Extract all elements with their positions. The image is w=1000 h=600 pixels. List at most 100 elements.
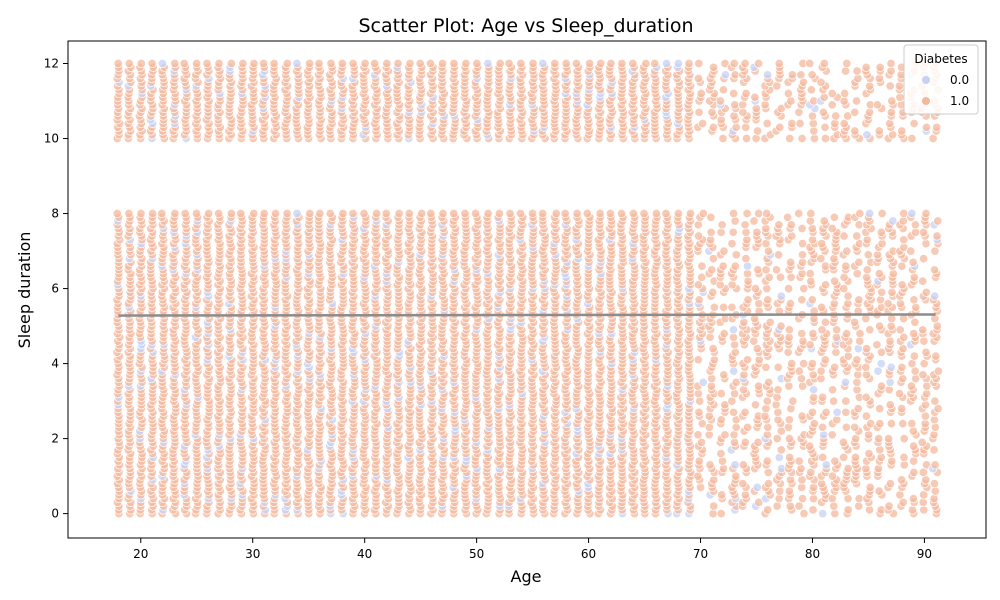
scatter-point-1733 (292, 58, 302, 69)
scatter-point-284 (136, 208, 146, 219)
scatter-point-4466 (595, 208, 605, 219)
scatter-point-386 (148, 208, 158, 219)
scatter-point-4058 (551, 208, 561, 219)
scatter-point-4079 (550, 58, 560, 69)
scatter-point-4772 (628, 208, 638, 219)
scatter-point-80 (112, 208, 122, 219)
scatter-point-2345 (360, 58, 370, 69)
scatter-point-4874 (639, 208, 649, 219)
scatter-point-713 (179, 58, 189, 69)
scatter-point-3671 (504, 58, 514, 69)
scatter-point-590 (170, 208, 180, 219)
scatter-point-488 (157, 208, 167, 219)
scatter-point-4181 (561, 58, 571, 69)
scatter-point-1019 (214, 58, 224, 69)
scatter-point-1325 (249, 58, 259, 69)
scatter-point-509 (157, 58, 167, 69)
scatter-point-3446 (483, 208, 493, 219)
scatter-point-1508 (271, 208, 281, 219)
scatter-point-3038 (438, 208, 448, 219)
scatter-point-3365 (472, 58, 482, 69)
scatter-point-2834 (417, 208, 427, 219)
scatter-point-1121 (226, 58, 236, 69)
scatter-point-1916 (315, 208, 325, 219)
scatter-point-3344 (471, 208, 481, 219)
scatter-point-1202 (236, 208, 246, 219)
chart-title: Scatter Plot: Age vs Sleep_duration (358, 15, 693, 37)
scatter-point-182 (124, 208, 134, 219)
scatter-point-1937 (314, 58, 324, 69)
scatter-point-1712 (292, 208, 302, 219)
scatter-point-4976 (651, 208, 661, 219)
scatter-point-1304 (249, 208, 259, 219)
scatter-point-1529 (269, 58, 279, 69)
scatter-point-4793 (628, 58, 638, 69)
scatter-point-1814 (305, 208, 315, 219)
scatter-point-3263 (461, 58, 471, 69)
scatter-point-4487 (596, 58, 606, 69)
scatter-point-3773 (516, 58, 526, 69)
scatter-point-4160 (560, 208, 570, 219)
scatter-point-2018 (325, 208, 335, 219)
scatter-point-4589 (606, 58, 616, 69)
scatter-point-4568 (605, 208, 615, 219)
scatter-point-4670 (617, 208, 627, 219)
scatter-point-815 (192, 58, 202, 69)
scatter-point-4262 (572, 208, 582, 219)
data-points (112, 58, 943, 519)
scatter-point-3752 (515, 208, 526, 219)
scatter-point-3569 (495, 58, 505, 69)
scatter-point-2528 (381, 208, 391, 219)
scatter-point-407 (147, 58, 157, 69)
scatter-point-3140 (449, 208, 459, 219)
scatter-point-1223 (238, 58, 248, 69)
scatter-point-3956 (538, 208, 548, 219)
scatter-point-3854 (527, 208, 538, 219)
scatter-point-2732 (404, 208, 414, 219)
scatter-point-3059 (437, 58, 448, 69)
scatter-point-3548 (494, 208, 504, 219)
scatter-point-1610 (282, 208, 292, 219)
scatter-point-4364 (582, 208, 592, 219)
scatter-point-611 (170, 58, 180, 69)
scatter-point-4691 (617, 58, 627, 69)
scatter-point-1100 (226, 208, 236, 219)
scatter-point-794 (191, 208, 202, 219)
scatter-point-2855 (415, 58, 425, 69)
scatter-point-2936 (426, 208, 436, 219)
scatter-point-4385 (585, 58, 595, 69)
scatter-point-1427 (259, 58, 269, 69)
scatter-point-3161 (449, 58, 459, 69)
scatter-point-2651 (393, 58, 403, 69)
scatter-point-305 (136, 58, 146, 69)
scatter-point-2243 (348, 58, 358, 69)
scatter-point-101 (113, 58, 123, 69)
scatter-point-4895 (641, 58, 651, 69)
scatter-point-1406 (259, 208, 269, 219)
scatter-point-4283 (571, 58, 581, 69)
scatter-point-1835 (305, 58, 315, 69)
scatter-point-2447 (370, 58, 380, 69)
scatter-point-3650 (505, 208, 515, 219)
scatter-point-2549 (382, 58, 392, 69)
scatter-point-2630 (394, 208, 404, 219)
scatter-point-896 (204, 208, 214, 219)
scatter-point-917 (202, 58, 212, 69)
scatter-point-2141 (337, 58, 347, 69)
scatter-point-692 (180, 208, 190, 219)
scatter-point-2120 (338, 208, 348, 219)
scatter-point-2426 (372, 208, 382, 219)
scatter-point-998 (214, 208, 224, 219)
scatter-point-3977 (538, 58, 548, 69)
scatter-point-2324 (359, 208, 369, 219)
scatter-point-2039 (326, 58, 336, 69)
scatter-point-3242 (460, 208, 470, 219)
scatter-point-2753 (405, 58, 415, 69)
scatter-point-3467 (483, 58, 493, 69)
scatter-point-3875 (528, 58, 538, 69)
scatter-point-2957 (425, 58, 436, 69)
scatter-point-2222 (348, 208, 358, 219)
scatter-point-203 (124, 58, 134, 69)
scatter-point-1631 (282, 58, 292, 69)
